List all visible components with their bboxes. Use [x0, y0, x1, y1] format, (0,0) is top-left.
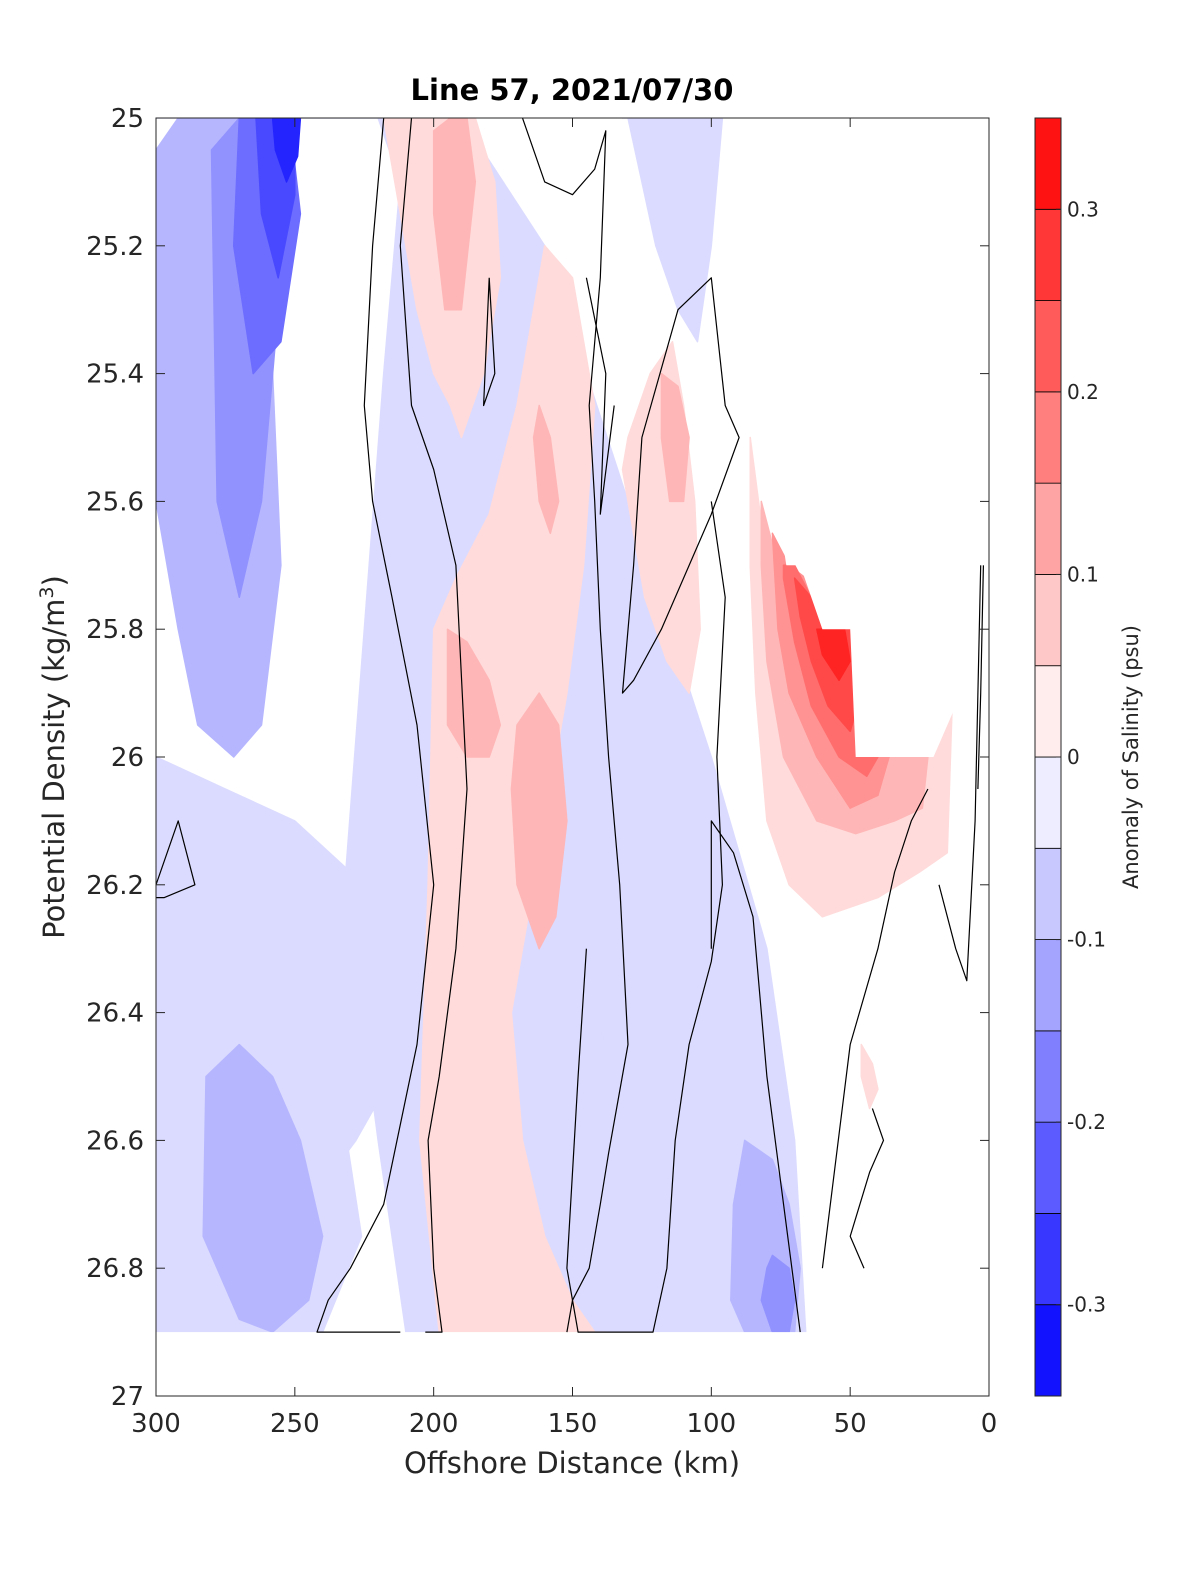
- x-axis: 300 250 200 150 100 50 0: [131, 118, 997, 1439]
- y-axis-label-close: ): [37, 575, 71, 586]
- y-axis-label-superscript: 3: [36, 586, 58, 598]
- salinity-region-3: [571, 1075, 668, 1333]
- below-cutoff-region: [156, 1332, 989, 1396]
- y-tick-label-7: 26.4: [86, 999, 144, 1029]
- colorbar-tick-label-0: -0.3: [1067, 1293, 1106, 1317]
- colorbar-tick-label-4: 0.1: [1067, 562, 1099, 586]
- colorbar-segment-0: [1034, 1304, 1062, 1397]
- zero-contour-2: [521, 118, 629, 1333]
- zero-contour-4: [621, 277, 740, 694]
- zero-contour-5: [566, 501, 726, 1333]
- plot-area: [156, 118, 989, 1396]
- y-axis: 25 25.2 25.4 25.6 25.8 26 26.2 26.4 26.6 26.8 27: [86, 104, 989, 1412]
- x-tick-label-3: 150: [548, 1409, 598, 1439]
- zero-contour-11: [156, 820, 196, 899]
- y-tick-label-4: 25.8: [86, 615, 144, 645]
- colorbar-segment-8: [1034, 574, 1062, 667]
- colorbar-segment-6: [1034, 756, 1062, 849]
- zero-contour-10: [977, 565, 984, 790]
- zero-contour-1: [399, 118, 468, 1333]
- x-tick-label-5: 50: [834, 1409, 867, 1439]
- zero-contour-12: [483, 277, 496, 407]
- colorbar-segment-7: [1034, 665, 1062, 758]
- salinity-region-18: [860, 1043, 879, 1110]
- y-axis-label: Potential Density (kg/m3): [36, 575, 71, 939]
- colorbar-segment-4: [1034, 939, 1062, 1032]
- zero-contour-6: [710, 820, 801, 1333]
- x-axis-label: Offshore Distance (km): [404, 1446, 740, 1480]
- zero-contour-lines: [156, 118, 984, 1333]
- colorbar-tick-label-6: 0.3: [1067, 197, 1099, 221]
- x-tick-label-2: 200: [409, 1409, 459, 1439]
- colorbar: -0.3 -0.2 -0.1 0 0.1 0.2 0.3: [1034, 117, 1106, 1397]
- colorbar-segment-9: [1034, 482, 1062, 575]
- salinity-region-13: [271, 118, 302, 183]
- colorbar-segment-13: [1034, 117, 1062, 210]
- zero-contour-8: [821, 788, 929, 1269]
- y-tick-label-1: 25.2: [86, 232, 144, 262]
- zero-contour-9: [938, 565, 982, 982]
- colorbar-tick-label-3: 0: [1067, 745, 1080, 769]
- colorbar-segment-5: [1034, 847, 1062, 940]
- colorbar-tick-label-1: -0.2: [1067, 1110, 1106, 1134]
- colorbar-segment-3: [1034, 1030, 1062, 1123]
- salinity-region-21: [510, 692, 568, 950]
- colorbar-segment-10: [1034, 391, 1062, 484]
- no-data-mask: [156, 118, 989, 1396]
- colorbar-segment-2: [1034, 1121, 1062, 1214]
- chart-title: Line 57, 2021/07/30: [411, 73, 734, 107]
- colorbar-segment-12: [1034, 208, 1062, 301]
- salinity-region-22: [532, 404, 560, 535]
- zero-contour-0: [316, 118, 435, 1333]
- zero-contour-7: [849, 1108, 885, 1269]
- salinity-region-23: [660, 372, 690, 503]
- colorbar-segment-1: [1034, 1213, 1062, 1306]
- salinity-fill-regions: [156, 118, 957, 1333]
- salinity-region-19: [432, 118, 477, 311]
- y-tick-label-6: 26.2: [86, 871, 144, 901]
- no-data-region: [744, 118, 989, 757]
- y-tick-label-10: 27: [111, 1382, 144, 1412]
- colorbar-label: Anomaly of Salinity (psu): [1119, 625, 1143, 889]
- x-tick-label-6: 0: [981, 1409, 998, 1439]
- y-tick-label-5: 26: [111, 743, 144, 773]
- x-tick-label-0: 300: [131, 1409, 181, 1439]
- x-tick-label-1: 250: [270, 1409, 320, 1439]
- y-tick-label-0: 25: [111, 104, 144, 134]
- colorbar-tick-label-2: -0.1: [1067, 928, 1106, 952]
- y-tick-label-8: 26.6: [86, 1126, 144, 1156]
- colorbar-segment-11: [1034, 300, 1062, 393]
- colorbar-tick-label-5: 0.2: [1067, 380, 1099, 404]
- salinity-region-5: [621, 118, 724, 343]
- y-axis-label-main: Potential Density (kg/m: [37, 599, 71, 939]
- y-tick-label-3: 25.6: [86, 487, 144, 517]
- y-tick-label-2: 25.4: [86, 360, 144, 390]
- salinity-region-7: [202, 1043, 324, 1333]
- x-tick-label-4: 100: [687, 1409, 737, 1439]
- zero-contour-3: [585, 277, 615, 515]
- y-tick-label-9: 26.8: [86, 1254, 144, 1284]
